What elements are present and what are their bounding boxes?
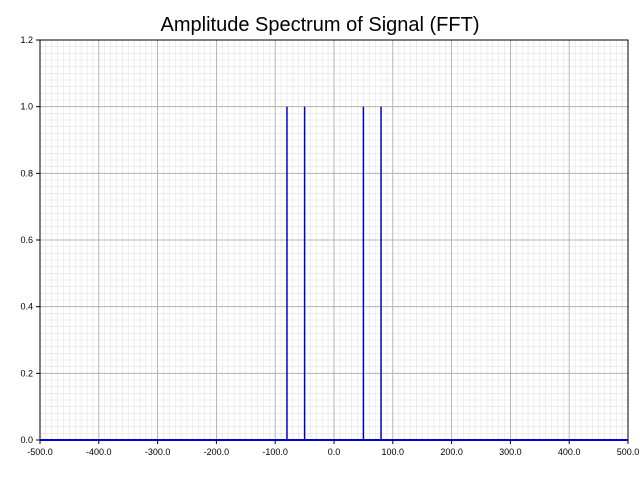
x-tick-label: 0.0 xyxy=(328,447,341,457)
y-tick-label: 1.2 xyxy=(20,35,33,45)
y-tick-label: 1.0 xyxy=(20,102,33,112)
x-tick-label: 100.0 xyxy=(382,447,405,457)
x-tick-label: -200.0 xyxy=(204,447,230,457)
x-tick-label: -400.0 xyxy=(86,447,112,457)
x-tick-label: 200.0 xyxy=(440,447,463,457)
x-tick-label: -100.0 xyxy=(262,447,288,457)
y-axis-ticks: 0.0 0.2 0.4 0.6 0.8 1.0 1.2 xyxy=(20,35,40,445)
x-tick-label: 500.0 xyxy=(617,447,640,457)
x-tick-label: -500.0 xyxy=(27,447,53,457)
x-tick-label: -300.0 xyxy=(145,447,171,457)
y-tick-label: 0.2 xyxy=(20,368,33,378)
y-tick-label: 0.0 xyxy=(20,435,33,445)
x-tick-label: 400.0 xyxy=(558,447,581,457)
y-tick-label: 0.8 xyxy=(20,168,33,178)
x-tick-label: 300.0 xyxy=(499,447,522,457)
major-grid xyxy=(39,39,629,441)
y-tick-label: 0.4 xyxy=(20,302,33,312)
x-axis-ticks: -500.0 -400.0 -300.0 -200.0 -100.0 0.0 100.0 20… xyxy=(27,440,639,457)
chart-title: Amplitude Spectrum of Signal (FFT) xyxy=(161,14,480,36)
y-tick-label: 0.6 xyxy=(20,235,33,245)
